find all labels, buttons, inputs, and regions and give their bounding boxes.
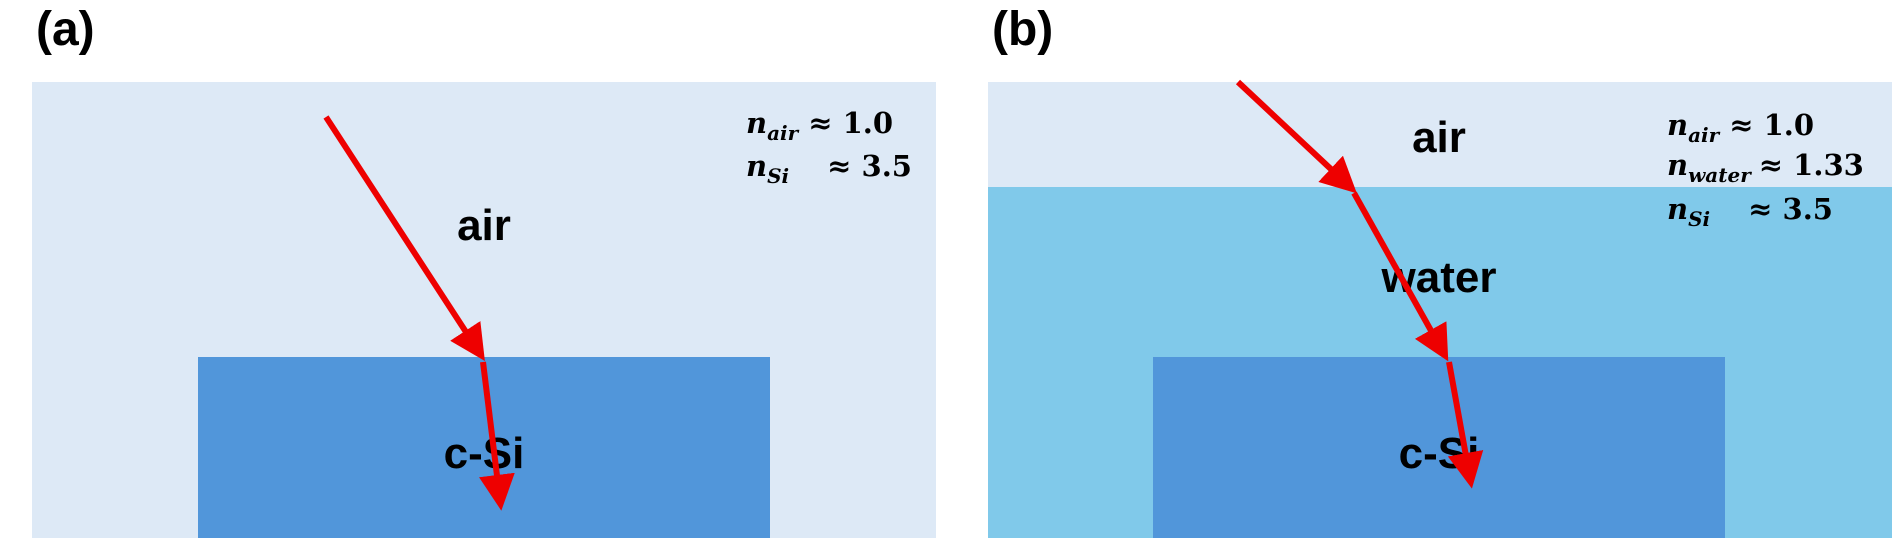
water-ray-b [1351, 191, 1449, 362]
n-symbol: n [746, 149, 767, 183]
subscript-air: air [1688, 123, 1721, 147]
svg-text:nSi≈ 3.5: nSi ≈ 3.5 [1667, 192, 1833, 231]
subscript-si: Si [1688, 207, 1710, 231]
n-symbol: n [1667, 192, 1688, 226]
index-legend-a: nair ≈ 1.0 nSi ≈ 3.5 [746, 106, 912, 188]
n-symbol: n [1667, 108, 1688, 142]
silicon-block-b [1153, 357, 1725, 538]
air-label-b: air [1412, 113, 1466, 162]
panel-b: air water c-Si nair ≈ 1.0 nwater ≈ 1.33 nS… [988, 79, 1892, 538]
refracted-ray-b [1446, 361, 1484, 489]
csi-label-a: c-Si [444, 429, 525, 478]
panel-a-label: (a) [36, 3, 95, 56]
svg-text:nwater≈ 1.33: nwater ≈ 1.33 [1667, 148, 1864, 187]
incident-ray-a [323, 115, 485, 362]
svg-text:nSi≈ 3.5: nSi ≈ 3.5 [746, 149, 912, 188]
value-water: ≈ 1.33 [1759, 148, 1864, 182]
air-region-b [988, 82, 1892, 187]
air-label-a: air [457, 201, 511, 250]
value-air: ≈ 1.0 [808, 106, 893, 140]
index-legend-b: nair ≈ 1.0 nwater ≈ 1.33 nSi ≈ 3.5 [1667, 108, 1864, 231]
panel-b-label: (b) [992, 3, 1054, 56]
subscript-si: Si [767, 164, 789, 188]
n-symbol: n [1667, 148, 1688, 182]
value-air: ≈ 1.0 [1729, 108, 1814, 142]
n-symbol: n [746, 106, 767, 140]
subscript-water: water [1688, 163, 1752, 187]
svg-text:nair≈ 1.0: nair ≈ 1.0 [746, 106, 893, 145]
value-si: ≈ 3.5 [827, 149, 912, 183]
svg-text:nair≈ 1.0: nair ≈ 1.0 [1667, 108, 1814, 147]
subscript-air: air [767, 121, 800, 145]
value-si: ≈ 3.5 [1748, 192, 1833, 226]
panel-a: air c-Si nair ≈ 1.0 nSi ≈ 3.5 [32, 82, 936, 538]
incident-ray-b [1235, 79, 1357, 194]
refracted-ray-a [479, 361, 515, 511]
